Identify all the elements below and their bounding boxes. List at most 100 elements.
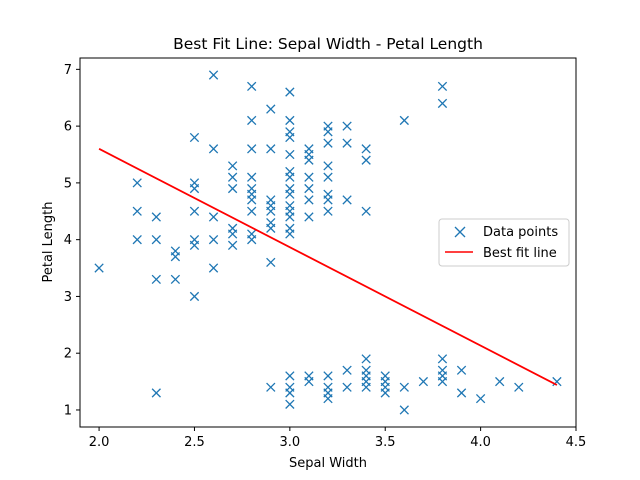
x-tick-label: 2.5 (184, 435, 205, 450)
data-point (266, 257, 276, 268)
data-point (266, 206, 276, 216)
y-tick-label: 7 (64, 63, 72, 78)
data-point (208, 144, 219, 154)
chart-title: Best Fit Line: Sepal Width - Petal Lengt… (173, 35, 483, 53)
y-axis-label: Petal Length (41, 201, 56, 282)
data-point (266, 144, 276, 154)
data-point (304, 183, 314, 194)
data-point (132, 235, 142, 245)
data-point (227, 183, 238, 194)
data-point (227, 240, 238, 250)
data-point (132, 178, 142, 188)
data-point (380, 388, 390, 398)
data-point (304, 172, 314, 182)
data-point (266, 382, 276, 392)
data-point (361, 354, 371, 364)
data-point (247, 172, 257, 182)
data-point (285, 189, 295, 199)
data-point (437, 98, 448, 109)
data-point (151, 274, 161, 285)
data-point (342, 138, 352, 148)
x-tick-label: 4.5 (566, 435, 587, 450)
data-point (285, 229, 295, 239)
data-point (361, 144, 371, 154)
legend: Data points Best fit line (438, 218, 570, 267)
data-point (323, 138, 333, 148)
data-point (304, 155, 314, 165)
legend-box (438, 218, 570, 267)
data-point (285, 115, 295, 126)
x-axis-ticks: 2.0 2.5 3.0 3.5 4.0 4.5 (89, 427, 587, 450)
axes-spines (79, 57, 577, 428)
data-point (342, 382, 352, 392)
y-tick-label: 6 (64, 120, 72, 135)
legend-marker-data-points (454, 226, 466, 238)
data-point (399, 382, 409, 392)
data-point (285, 212, 295, 222)
data-point (189, 206, 200, 216)
data-point (475, 393, 486, 404)
data-point (342, 121, 352, 131)
data-point (285, 87, 295, 97)
data-point (227, 172, 238, 182)
data-point (285, 388, 295, 398)
data-point (342, 365, 352, 375)
data-point (304, 376, 314, 387)
data-point (323, 371, 333, 381)
data-point (399, 405, 409, 415)
data-point (247, 195, 257, 205)
data-point (323, 172, 333, 182)
x-tick-label: 3.0 (280, 435, 301, 450)
data-point (170, 274, 181, 285)
data-point (189, 183, 200, 194)
legend-label-data-points: Data points (483, 225, 558, 240)
x-axis-label: Sepal Width (289, 456, 367, 471)
data-point (247, 144, 257, 154)
data-point (247, 81, 257, 92)
data-point (323, 393, 333, 404)
data-point (285, 399, 295, 409)
data-point (170, 252, 181, 262)
data-point (208, 70, 219, 80)
data-point (323, 206, 333, 216)
y-tick-label: 4 (64, 233, 72, 248)
data-point (495, 376, 505, 387)
data-point (361, 206, 371, 216)
data-point (285, 371, 295, 381)
data-point (304, 212, 314, 222)
data-point (208, 235, 219, 245)
data-point (323, 127, 333, 137)
best-fit-line (98, 148, 558, 386)
data-point (208, 263, 219, 273)
data-point (361, 382, 371, 392)
legend-label-best-fit: Best fit line (483, 246, 557, 261)
data-point (437, 376, 448, 387)
data-point (285, 149, 295, 160)
data-point (189, 132, 200, 143)
data-point (151, 212, 161, 222)
data-point (189, 240, 200, 250)
data-point (208, 212, 219, 222)
data-point (285, 172, 295, 182)
data-point (247, 206, 257, 216)
data-point (151, 388, 161, 398)
data-point (94, 263, 104, 273)
data-point (266, 223, 276, 233)
data-point (418, 376, 429, 387)
data-point (437, 354, 448, 364)
data-point (456, 365, 467, 375)
y-tick-label: 1 (64, 403, 72, 418)
y-tick-label: 2 (64, 347, 72, 362)
x-tick-label: 4.0 (470, 435, 491, 450)
data-point (247, 235, 257, 245)
data-point (247, 115, 257, 126)
y-tick-label: 3 (64, 290, 72, 305)
data-point (266, 104, 276, 114)
x-tick-label: 3.5 (375, 435, 396, 450)
data-point (361, 155, 371, 165)
data-point (285, 132, 295, 143)
y-tick-label: 5 (64, 176, 72, 191)
data-point (304, 195, 314, 205)
